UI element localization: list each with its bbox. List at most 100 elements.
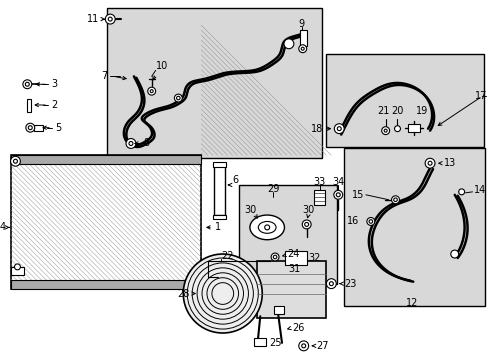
Text: 30: 30 [244,204,256,215]
Circle shape [450,250,458,258]
Text: 3: 3 [51,79,57,89]
Bar [299,30,306,46]
Circle shape [284,39,293,49]
Circle shape [381,127,389,135]
Circle shape [458,189,464,195]
Bar [407,124,419,132]
Text: 16: 16 [346,216,358,226]
Circle shape [304,222,308,226]
Circle shape [298,341,308,351]
Text: 25: 25 [268,338,281,348]
Circle shape [334,124,344,134]
Bar [212,215,225,220]
Circle shape [14,159,18,163]
Text: 18: 18 [310,124,323,134]
Bar [254,338,265,346]
Circle shape [105,14,115,24]
Bar [11,267,24,275]
Text: 5: 5 [55,123,61,133]
Text: 1: 1 [214,222,221,233]
Text: 28: 28 [177,288,189,298]
Text: 19: 19 [415,106,427,116]
Circle shape [394,126,400,132]
Circle shape [23,80,32,89]
Text: 12: 12 [405,298,418,309]
Circle shape [28,126,32,130]
Bar [11,155,201,164]
Circle shape [25,82,29,86]
Circle shape [176,96,180,100]
Text: 34: 34 [331,177,344,187]
Bar [257,261,326,318]
Text: 14: 14 [472,185,485,195]
Text: 24: 24 [286,249,299,259]
Bar [213,165,224,215]
Circle shape [368,220,372,223]
Text: 31: 31 [288,264,300,274]
Circle shape [301,47,304,50]
Circle shape [147,87,155,95]
Text: 21: 21 [377,106,389,116]
Bar [313,190,325,205]
Circle shape [264,225,269,230]
Circle shape [273,255,276,259]
Circle shape [15,264,20,270]
Circle shape [424,158,434,168]
Bar [27,99,31,112]
Circle shape [393,198,396,202]
Circle shape [150,90,153,93]
Circle shape [11,156,20,166]
Text: 7: 7 [101,71,107,81]
Text: 6: 6 [232,175,238,185]
Text: 33: 33 [313,177,325,187]
Circle shape [26,123,35,132]
Text: 32: 32 [308,253,320,263]
Circle shape [329,282,333,285]
Bar [107,8,322,158]
Circle shape [326,279,336,289]
Text: 9: 9 [298,19,304,29]
Bar [11,155,201,289]
Circle shape [391,196,399,204]
Circle shape [333,190,342,199]
Circle shape [129,141,133,145]
Circle shape [337,127,341,131]
Bar [212,162,225,167]
Circle shape [270,253,279,261]
Circle shape [427,161,431,165]
Text: 23: 23 [344,279,356,289]
Bar [274,306,284,314]
Ellipse shape [249,215,284,240]
Text: 8: 8 [143,139,150,148]
Text: 20: 20 [390,106,403,116]
Text: 15: 15 [351,190,363,200]
Text: 22: 22 [221,251,233,261]
Bar [238,185,337,284]
Text: 13: 13 [443,158,455,168]
Circle shape [366,217,374,225]
Circle shape [108,17,112,21]
Circle shape [384,129,386,132]
Bar [326,54,484,148]
Text: 26: 26 [291,323,304,333]
Bar [34,125,43,131]
Text: 17: 17 [474,91,487,101]
Circle shape [301,344,305,348]
Text: 2: 2 [51,100,57,110]
Circle shape [126,139,136,148]
Ellipse shape [258,221,276,233]
Bar [344,148,485,306]
Circle shape [302,220,310,229]
Circle shape [298,45,306,53]
Text: 10: 10 [155,62,167,72]
Text: 29: 29 [266,184,279,194]
Text: 11: 11 [87,14,99,24]
Text: 30: 30 [302,204,314,215]
Bar [285,251,306,265]
Bar [11,280,201,289]
Circle shape [174,94,182,102]
Text: 27: 27 [316,341,328,351]
Circle shape [183,254,262,333]
Text: 4: 4 [0,222,5,233]
Circle shape [336,193,340,197]
